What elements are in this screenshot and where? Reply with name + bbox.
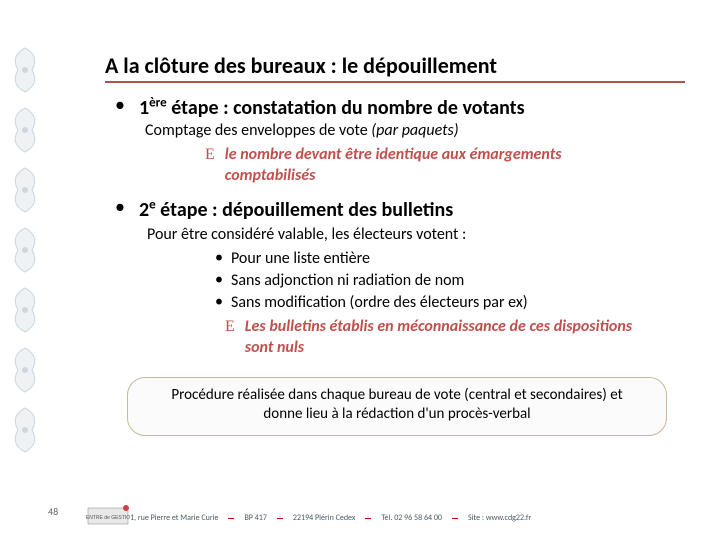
bullet-icon: •: [115, 195, 125, 219]
procedure-note-box: Procédure réalisée dans chaque bureau de…: [127, 377, 667, 436]
footer-bp: BP 417: [244, 513, 266, 523]
stage-1-subtext: Comptage des enveloppes de vote (par paq…: [145, 121, 685, 141]
footer-tel: Tél. 02 96 58 64 00: [381, 513, 442, 523]
slide-content: A la clôture des bureaux : le dépouillem…: [105, 52, 685, 436]
footer-site: Site : www.cdg22.fr: [468, 513, 531, 523]
stage-1-note: E le nombre devant être identique aux ém…: [205, 145, 685, 187]
stage-1: • 1ère étape : constatation du nombre de…: [105, 95, 685, 187]
footer: 1, rue Pierre et Marie Curie BP 417 2219…: [0, 496, 720, 540]
bullet-icon: •: [115, 93, 125, 117]
stage-1-heading: 1ère étape : constatation du nombre de v…: [139, 95, 525, 121]
separator-icon: [452, 518, 458, 519]
separator-icon: [277, 518, 283, 519]
slide-title: A la clôture des bureaux : le dépouillem…: [105, 52, 685, 83]
footer-city: 22194 Plérin Cedex: [293, 513, 355, 523]
list-item: •Sans modification (ordre des électeurs …: [215, 292, 685, 314]
stage-2-intro: Pour être considéré valable, les électeu…: [147, 225, 685, 246]
stage-2-bullet-list: •Pour une liste entière •Sans adjonction…: [215, 248, 685, 313]
footer-address: 1, rue Pierre et Marie Curie: [130, 513, 218, 523]
separator-icon: [365, 518, 371, 519]
separator-icon: [228, 518, 234, 519]
decorative-left-border: [0, 40, 50, 480]
stage-2-note: E Les bulletins établis en méconnaissanc…: [225, 317, 655, 359]
list-item: •Pour une liste entière: [215, 248, 685, 270]
stage-2: • 2e étape : dépouillement des bulletins…: [105, 197, 685, 359]
note-marker-icon: E: [225, 317, 235, 338]
list-item: •Sans adjonction ni radiation de nom: [215, 270, 685, 292]
note-marker-icon: E: [205, 145, 215, 166]
stage-2-heading: 2e étape : dépouillement des bulletins: [139, 197, 453, 223]
